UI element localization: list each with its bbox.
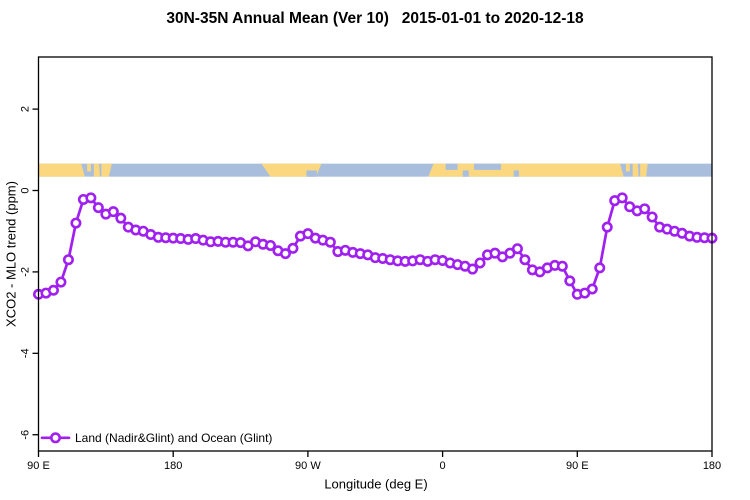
data-point-marker <box>616 192 628 204</box>
data-point-marker <box>62 254 74 266</box>
land-segment-japan-kyushu <box>93 163 100 177</box>
data-point-marker <box>85 192 97 204</box>
y-tick-label-3: -4 <box>20 348 32 358</box>
data-point-marker <box>324 236 336 248</box>
legend: Land (Nadir&Glint) and Ocean (Glint) <box>75 431 272 445</box>
sea-notch-persian-gulf <box>513 170 519 177</box>
legend-point-marker <box>49 432 61 444</box>
y-tick-label-0: 2 <box>20 106 32 112</box>
data-point-marker <box>639 203 651 215</box>
land-segment-japan2-kyushu <box>632 163 639 177</box>
x-tick-label-3: 0 <box>440 460 446 472</box>
data-point-marker <box>646 211 658 223</box>
plot-frame <box>37 56 713 452</box>
land-segment-japan-honshu <box>101 163 112 177</box>
data-series-layer <box>32 192 718 300</box>
data-point-marker <box>279 248 291 260</box>
land-segment-japan2-honshu <box>640 163 648 177</box>
data-point-marker <box>55 276 67 288</box>
x-axis-label: Longitude (deg E) <box>324 476 428 492</box>
data-point-marker <box>511 243 523 255</box>
data-point-marker <box>47 284 59 296</box>
axes-layer <box>32 56 713 457</box>
sea-notch-east-mediterranean <box>474 163 501 170</box>
y-tick-label-1: 0 <box>20 187 32 193</box>
series-line <box>37 196 714 296</box>
land-segment-japan-kyushu-west <box>87 163 91 172</box>
x-tick-label-0: 90 E <box>27 460 50 472</box>
data-point-marker <box>564 275 576 287</box>
data-point-marker <box>107 206 119 218</box>
data-point-marker <box>504 247 516 259</box>
data-point-marker <box>92 202 104 214</box>
data-point-marker <box>556 260 568 272</box>
x-tick-label-5: 180 <box>703 460 721 472</box>
data-point-marker <box>115 212 127 224</box>
y-tick-label-2: -2 <box>20 267 32 277</box>
land-segment-japan2-kyushu-west <box>625 163 630 172</box>
land-segment-asia-china <box>38 163 85 177</box>
sea-notch-gulf-of-mexico <box>306 170 317 177</box>
data-point-marker <box>601 221 613 233</box>
chart-title: 30N-35N Annual Mean (Ver 10) 2015-01-01 … <box>166 10 584 27</box>
data-point-marker <box>586 283 598 295</box>
y-axis-label: XCO2 - MLO trend (ppm) <box>3 181 19 327</box>
legend-label: Land (Nadir&Glint) and Ocean (Glint) <box>75 431 273 445</box>
land-segment-africa-mideast-asia <box>428 163 624 177</box>
world-map-strip <box>38 163 712 177</box>
data-point-marker <box>467 263 479 275</box>
data-point-marker <box>70 217 82 229</box>
data-point-marker <box>287 242 299 254</box>
data-point-marker <box>519 254 531 266</box>
data-point-marker <box>264 239 276 251</box>
x-tick-label-1: 180 <box>164 460 182 472</box>
sea-notch-gulf-of-sidra <box>462 170 469 177</box>
x-tick-label-2: 90 W <box>295 460 321 472</box>
data-point-marker <box>302 228 314 240</box>
sea-notch-west-mediterranean <box>445 163 458 170</box>
data-point-marker <box>594 262 606 274</box>
data-point-marker <box>474 257 486 269</box>
x-tick-label-4: 90 E <box>566 460 589 472</box>
legend-marker-icon <box>40 432 71 444</box>
y-tick-label-4: -6 <box>20 430 32 440</box>
